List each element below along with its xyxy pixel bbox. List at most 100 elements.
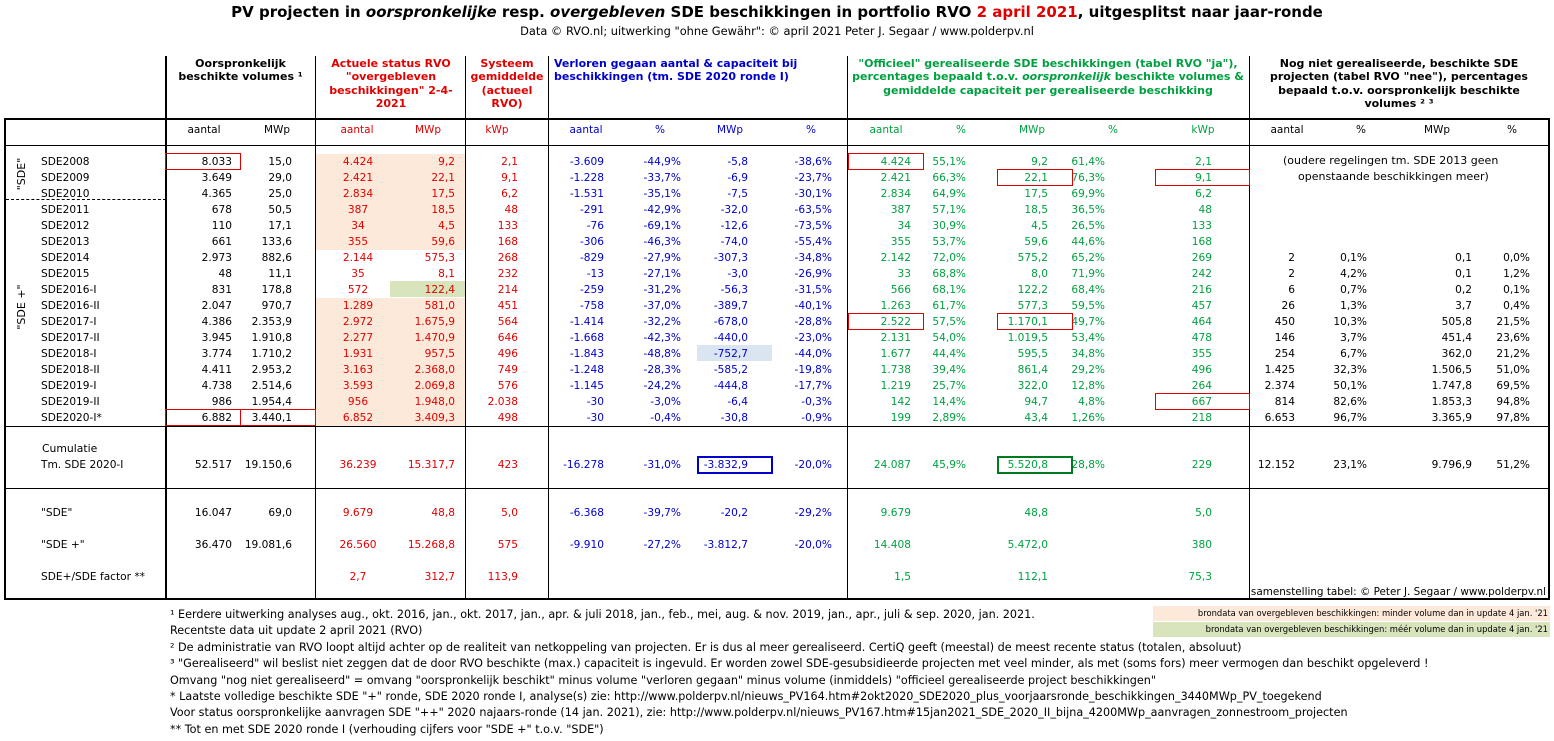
table-cell: 55,1% — [932, 156, 966, 168]
table-cell: 50,5 — [268, 204, 292, 216]
highlight-box — [848, 153, 924, 170]
table-cell: 0,1% — [1340, 252, 1367, 264]
table-cell: 1.289 — [342, 300, 374, 312]
table-cell: 30,9% — [932, 220, 966, 232]
table-cell: 97,8% — [1496, 412, 1530, 424]
table-cell: 94,8% — [1496, 396, 1530, 408]
table-cell: -1.843 — [569, 348, 604, 360]
subheader-mwp: MWp — [1423, 124, 1451, 136]
row-label: SDE2017-II — [41, 332, 100, 344]
table-cell: 2.069,8 — [414, 380, 455, 392]
table-cell: -3.609 — [569, 156, 604, 168]
table-cell: 2.353,9 — [251, 316, 292, 328]
subheader-kwp: kWp — [1191, 124, 1215, 136]
table-cell: 1.470,9 — [414, 332, 455, 344]
blue-highlight — [697, 345, 772, 361]
table-cell: 986 — [211, 396, 232, 408]
table-cell: 36.239 — [339, 459, 377, 471]
sde-divider — [6, 199, 166, 200]
table-cell: -27,9% — [643, 252, 681, 264]
table-cell: 1,5 — [894, 571, 911, 583]
table-cell: 69,5% — [1496, 380, 1530, 392]
table-cell: 35 — [351, 268, 365, 280]
table-cell: -1.248 — [569, 364, 604, 376]
table-cell: 322,0 — [1017, 380, 1048, 392]
table-cell: 52.517 — [194, 459, 232, 471]
table-cell: 496 — [497, 348, 518, 360]
table-cell: 5,0 — [501, 507, 518, 519]
table-cell: 6,7% — [1340, 348, 1367, 360]
table-cell: 2,1 — [501, 156, 518, 168]
table-cell: 68,8% — [932, 268, 966, 280]
table-cell: -48,8% — [643, 348, 681, 360]
table-cell: 1.219 — [880, 380, 911, 392]
table-cell: 22,1 — [1024, 172, 1048, 184]
table-cell: -444,8 — [713, 380, 748, 392]
table-cell: 254 — [1274, 348, 1295, 360]
table-cell: 5,0 — [1195, 507, 1212, 519]
subheader-aantal: aantal — [1270, 124, 1304, 136]
table-cell: 178,8 — [261, 284, 292, 296]
table-cell: 18,5 — [1024, 204, 1048, 216]
row-label: "SDE" — [41, 507, 73, 519]
table-cell: 0,1% — [1503, 284, 1530, 296]
table-cell: 2.144 — [342, 252, 374, 264]
table-cell: 199 — [890, 412, 911, 424]
table-cell: 3.649 — [201, 172, 232, 184]
table-cell: 575,3 — [424, 252, 455, 264]
table-cell: 26.560 — [339, 539, 377, 551]
table-cell: 21,2% — [1496, 348, 1530, 360]
table-cell: 51,0% — [1496, 364, 1530, 376]
table-cell: -16.278 — [563, 459, 604, 471]
table-cell: 26 — [1281, 300, 1295, 312]
row-label: SDE+/SDE factor ** — [41, 571, 145, 583]
table-cell: 19.081,6 — [244, 539, 292, 551]
table-cell: 1.263 — [880, 300, 911, 312]
table-cell: 1.677 — [880, 348, 911, 360]
table-cell: 2 — [1288, 268, 1295, 280]
table-cell: 12,8% — [1071, 380, 1105, 392]
table-cell: 113,9 — [487, 571, 518, 583]
table-cell: 168 — [497, 236, 518, 248]
orange-highlight — [316, 298, 465, 426]
table-cell: -3,0 — [727, 268, 748, 280]
table-cell: 9,1 — [1195, 172, 1212, 184]
table-cell: 575,2 — [1017, 252, 1048, 264]
row-label: SDE2008 — [41, 156, 90, 168]
table-cell: 882,6 — [261, 252, 292, 264]
table-cell: -1.531 — [569, 188, 604, 200]
table-cell: -32,2% — [643, 316, 681, 328]
table-cell — [742, 569, 832, 585]
subheader-aantal: aantal — [187, 124, 221, 136]
table-cell: 4,2% — [1340, 268, 1367, 280]
table-cell: 355 — [347, 236, 369, 248]
table-cell: 0,1 — [1455, 252, 1472, 264]
table-cell: 575 — [497, 539, 518, 551]
table-cell: 4,8% — [1078, 396, 1105, 408]
table-top-border — [4, 118, 1550, 120]
table-cell: 10,3% — [1333, 316, 1367, 328]
table-cell: 5.472,0 — [1007, 539, 1048, 551]
table-cell: -34,8% — [794, 252, 832, 264]
table-cell: 3.365,9 — [1431, 412, 1472, 424]
subheader-aantal: aantal — [869, 124, 903, 136]
table-cell: 34 — [351, 220, 365, 232]
table-cell: 15.268,8 — [407, 539, 455, 551]
table-cell: 36.470 — [194, 539, 232, 551]
table-cell — [658, 569, 748, 585]
table-cell: -7,5 — [727, 188, 748, 200]
table-cell: -0,3% — [801, 396, 832, 408]
table-cell: -440,0 — [713, 332, 748, 344]
table-cell — [1440, 202, 1530, 218]
table-cell: -26,9% — [794, 268, 832, 280]
old-note: openstaande beschikkingen meer) — [1298, 170, 1489, 183]
legend-orange: brondata van overgebleven beschikkingen:… — [1153, 606, 1550, 621]
table-cell: 9.796,9 — [1431, 459, 1472, 471]
table-cell: 2,7 — [349, 571, 367, 583]
table-cell: 59,6 — [1024, 236, 1048, 248]
table-cell: 2,89% — [932, 412, 966, 424]
table-cell: 355 — [1191, 348, 1212, 360]
table-cell: 5.520,8 — [1007, 459, 1048, 471]
table-cell: 54,0% — [932, 332, 966, 344]
table-cell: -39,7% — [643, 507, 681, 519]
